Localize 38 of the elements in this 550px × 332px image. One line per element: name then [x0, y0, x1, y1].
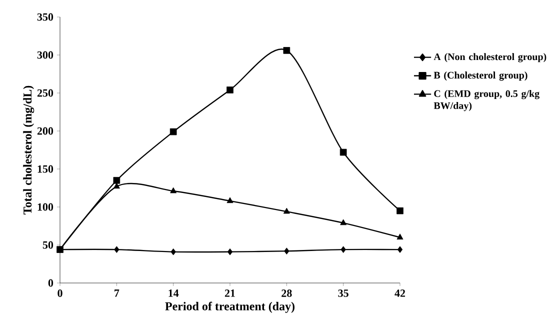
point: [340, 219, 347, 226]
point: [170, 128, 177, 136]
x-tick-label: 28: [282, 290, 292, 297]
point: [283, 208, 290, 214]
point: [226, 197, 234, 204]
y-tick-label: 200: [37, 127, 54, 135]
x-tick-label: 42: [394, 290, 406, 297]
point: [114, 246, 120, 253]
x-tick-label: 35: [338, 290, 348, 297]
x-tick-label: 21: [224, 290, 235, 297]
legend-label: B (Cholesterol group): [434, 72, 528, 81]
point: [283, 47, 290, 54]
x-axis-title: Period of treatment (day): [165, 302, 294, 313]
point: [170, 248, 176, 256]
point: [340, 246, 346, 253]
legend-label: A (Non cholesterol group): [434, 53, 546, 62]
y-tick-label: 300: [37, 51, 54, 59]
x-tick-label: 0: [58, 290, 62, 297]
point: [396, 207, 404, 214]
point: [396, 234, 404, 240]
point: [170, 187, 177, 194]
point: [227, 248, 233, 256]
y-axis-title: Total cholesterol (mg/dL): [23, 86, 34, 214]
point: [340, 148, 347, 156]
point: [284, 248, 290, 254]
point: [226, 86, 234, 94]
y-tick-label: 0: [48, 279, 54, 287]
x-tick-label: 14: [168, 290, 179, 297]
y-tick-label: 50: [42, 241, 54, 249]
x-tick-label: 7: [114, 290, 120, 297]
y-tick-label: 250: [37, 89, 54, 97]
y-tick-label: 150: [38, 165, 54, 173]
legend-label: C (EMD group, 0.5 g/kg BW/day): [434, 90, 540, 112]
y-tick-label: 350: [37, 13, 54, 21]
y-tick-label: 100: [38, 203, 54, 211]
point: [397, 246, 403, 253]
point: [113, 182, 120, 189]
point: [113, 176, 120, 184]
